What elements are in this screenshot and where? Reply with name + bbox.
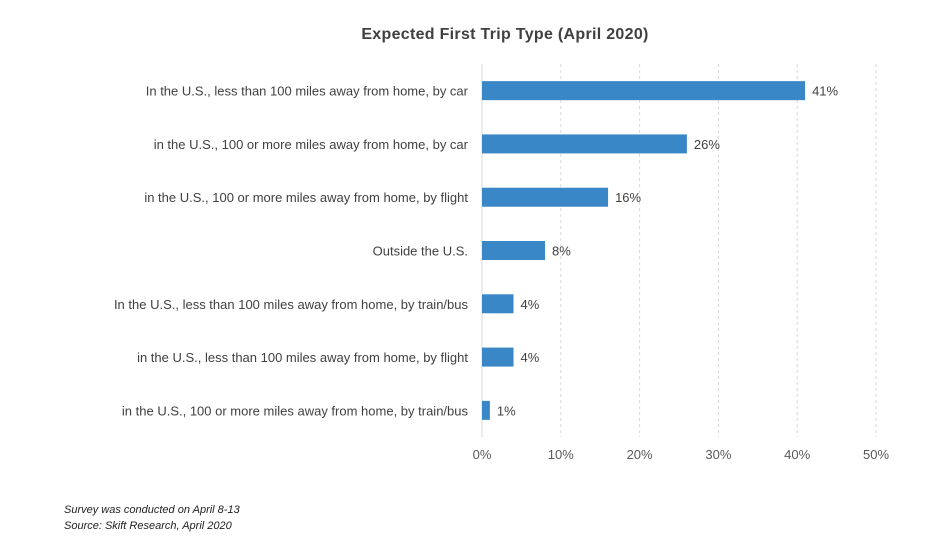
bar: [482, 187, 609, 207]
data-label: 16%: [615, 190, 641, 205]
data-label: 1%: [497, 403, 516, 418]
x-tick-label: 40%: [784, 447, 810, 462]
category-label: in the U.S., 100 or more miles away from…: [122, 403, 469, 418]
category-label: in the U.S., 100 or more miles away from…: [144, 190, 468, 205]
bars: 41% 26% 16% 8% 4% 4% 1%: [482, 81, 839, 420]
bar: [482, 347, 514, 367]
gridlines: [560, 64, 877, 437]
category-label: In the U.S., less than 100 miles away fr…: [114, 297, 469, 312]
category-label: In the U.S., less than 100 miles away fr…: [146, 84, 469, 99]
data-label: 41%: [812, 84, 838, 99]
bar: [482, 241, 546, 260]
bar: [482, 134, 687, 154]
data-label: 8%: [552, 244, 571, 259]
category-label: Outside the U.S.: [373, 244, 468, 259]
chart-title: Expected First Trip Type (April 2020): [361, 26, 649, 43]
bar: [482, 81, 806, 101]
data-label: 26%: [694, 137, 720, 152]
category-label: in the U.S., 100 or more miles away from…: [154, 137, 469, 152]
bar: [482, 294, 514, 314]
data-label: 4%: [521, 297, 540, 312]
x-tick-label: 10%: [548, 447, 574, 462]
x-tick-label: 0%: [473, 447, 492, 462]
survey-footnote: Survey was conducted on April 8-13: [64, 504, 240, 516]
category-labels: In the U.S., less than 100 miles away fr…: [114, 84, 469, 419]
bar: [482, 400, 490, 420]
x-tick-label: 50%: [863, 447, 889, 462]
x-tick-label: 30%: [705, 447, 731, 462]
x-tick-label: 20%: [627, 447, 653, 462]
source-footnote: Source: Skift Research, April 2020: [64, 520, 232, 532]
category-label: in the U.S., less than 100 miles away fr…: [137, 350, 468, 365]
x-axis: 0% 10% 20% 30% 40% 50%: [473, 64, 889, 462]
data-label: 4%: [521, 350, 540, 365]
